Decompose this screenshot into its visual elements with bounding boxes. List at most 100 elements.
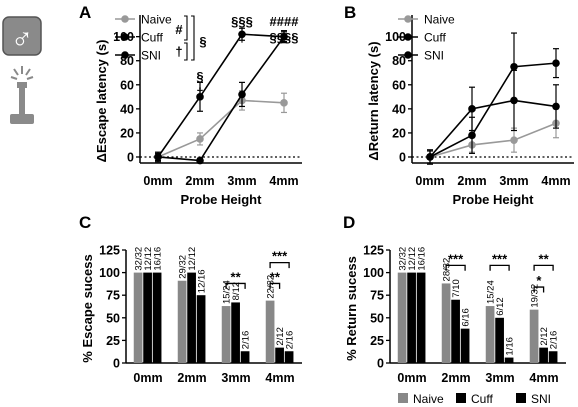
legend-bracket: [184, 15, 188, 41]
bar-cuff: [539, 347, 548, 363]
data-point-naive: [280, 99, 288, 107]
y-tick-label: 75: [106, 289, 120, 303]
bar-naive: [485, 306, 495, 363]
y-tick-label: 0: [399, 150, 406, 164]
data-point-cuff: [238, 30, 246, 39]
x-tick-label: 2mm: [441, 371, 470, 385]
y-tick-label: 125: [99, 244, 120, 258]
panel-a: A0204060801000mm2mm3mm4mmProbe HeightΔEs…: [79, 3, 302, 207]
legend-swatch-cuff: [456, 393, 466, 403]
x-tick-label: 2mm: [457, 174, 486, 188]
y-tick-label: 0: [113, 357, 120, 371]
x-tick-label: 3mm: [499, 174, 528, 188]
y-tick-label: 125: [363, 244, 384, 258]
significance-stars: **: [270, 269, 281, 284]
bar-count-label: 6/12: [495, 297, 506, 316]
panel-label: D: [343, 213, 355, 232]
significance-stars: **: [539, 251, 550, 266]
y-axis-label: % Escape sucess: [80, 254, 95, 362]
significance-bracket: [269, 282, 281, 289]
series-line-naive: [157, 99, 285, 158]
bar-sni: [504, 357, 514, 363]
x-axis-label: Probe Height: [181, 192, 263, 207]
y-tick-label: 100: [363, 266, 384, 280]
legend-bracket: [191, 15, 195, 61]
legend-marker: [121, 15, 129, 23]
legend-bracket-symbol: #: [175, 22, 183, 37]
bar-naive: [397, 272, 407, 363]
x-tick-label: 4mm: [269, 174, 298, 188]
bar-sni: [548, 351, 558, 363]
significance-annotation: §§§§: [270, 30, 299, 45]
x-tick-label: 4mm: [541, 174, 570, 188]
bar-naive: [441, 283, 451, 363]
bar-naive: [529, 309, 539, 363]
x-tick-label: 4mm: [265, 371, 294, 385]
bar-count-label: 16/16: [153, 247, 164, 271]
series-line-cuff: [157, 33, 285, 158]
data-point-sni: [426, 153, 434, 161]
bar-count-label: 16/16: [417, 247, 428, 271]
panel-label: C: [79, 213, 91, 232]
data-point-sni: [154, 153, 162, 161]
bar-naive: [133, 272, 143, 363]
series-line-sni: [429, 62, 557, 158]
y-tick-label: 80: [392, 54, 406, 68]
significance-bracket: [533, 286, 545, 293]
bar-cuff: [187, 272, 196, 363]
significance-annotation: §: [196, 69, 203, 84]
significance-stars: ***: [448, 251, 464, 266]
probe-icon: [10, 66, 34, 124]
legend-swatch-naive: [398, 393, 408, 403]
bar-cuff: [495, 317, 504, 363]
significance-bracket: [489, 264, 510, 271]
data-point-naive: [510, 136, 518, 144]
bar-cuff: [231, 302, 240, 363]
legend-label-sni: SNI: [141, 49, 161, 63]
y-tick-label: 100: [385, 30, 406, 44]
bar-cuff: [143, 272, 152, 363]
x-axis-label: Probe Height: [453, 192, 535, 207]
y-tick-label: 20: [392, 126, 406, 140]
bar-count-label: 15/24: [486, 280, 497, 304]
panel-b: B 0 20 40 60 80 100 0mm 2mm 3mm 4mm Probe Height ΔRe…: [344, 3, 574, 207]
significance-annotation: †: [238, 30, 245, 45]
x-tick-label: 0mm: [143, 174, 172, 188]
legend-bracket-symbol: §: [199, 34, 206, 49]
bar-naive: [265, 300, 275, 363]
data-point-sni: [510, 62, 518, 71]
legend-marker: [121, 33, 129, 41]
legend-bracket: [184, 42, 188, 61]
significance-annotation: †: [196, 85, 203, 100]
significance-bracket: [445, 264, 466, 271]
x-tick-label: 3mm: [221, 371, 250, 385]
legend-label-cuff: Cuff: [424, 31, 446, 45]
legend-marker: [404, 51, 412, 59]
bar-count-label: 2/12: [275, 327, 286, 346]
y-axis-label: ΔReturn latency (s): [366, 41, 381, 160]
bar-count-label: 15/24: [222, 280, 233, 304]
bar-naive: [177, 280, 187, 363]
bar-sni: [284, 351, 294, 363]
bar-count-label: 22/32: [266, 275, 277, 299]
bar-count-label: 32/32: [134, 247, 145, 271]
x-tick-label: 2mm: [185, 174, 214, 188]
y-tick-label: 25: [370, 334, 384, 348]
bar-count-label: 28/32: [442, 258, 453, 282]
y-tick-label: 50: [370, 311, 384, 325]
x-tick-label: 3mm: [485, 371, 514, 385]
y-axis-label: ΔEscape latency (s): [94, 40, 109, 163]
significance-bracket: [225, 282, 246, 289]
bar-count-label: 19/32: [530, 284, 541, 308]
data-point-cuff: [468, 105, 476, 113]
legend-marker: [404, 33, 412, 41]
legend-label-sni: SNI: [531, 392, 551, 406]
panel-label: B: [344, 3, 356, 22]
x-tick-label: 0mm: [415, 174, 444, 188]
bar-count-label: 12/12: [187, 247, 198, 271]
bar-count-label: 1/16: [505, 337, 516, 356]
bar-count-label: 2/16: [285, 331, 296, 350]
data-point-sni: [280, 32, 288, 41]
panel-d: D 0 25 50 75 100 125 0mm 2mm 3mm 4mm % Return suces…: [343, 213, 566, 406]
